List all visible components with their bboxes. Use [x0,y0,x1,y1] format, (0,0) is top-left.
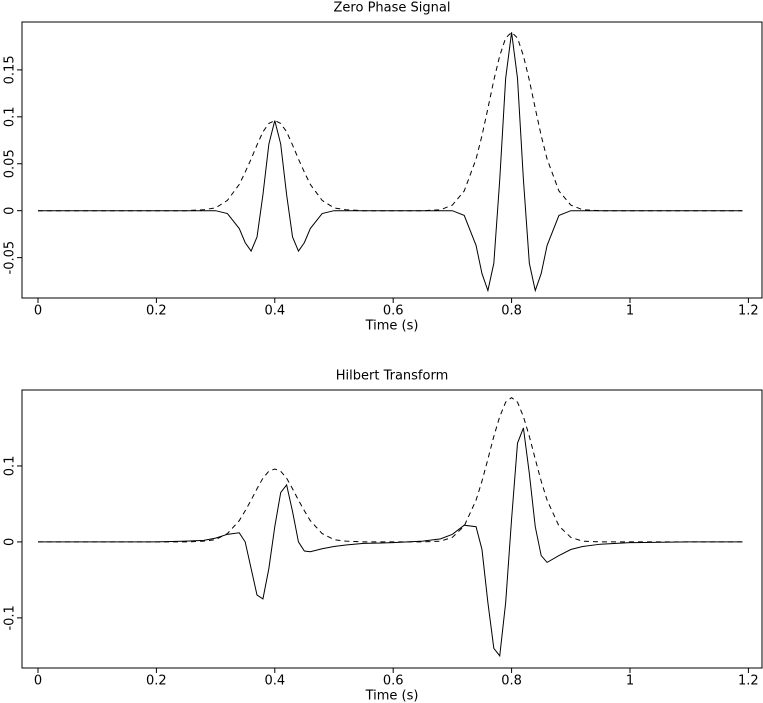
y-tick-label: -0.1 [3,605,18,630]
x-tick-label: 0.2 [146,674,167,689]
y-tick-label: 0.1 [3,106,18,127]
y-tick-label: 0 [3,207,18,215]
y-tick-label: -0.05 [3,241,18,275]
x-axis-label: Time (s) [365,689,419,703]
x-tick-label: 0.4 [264,674,285,689]
x-tick-label: 0.4 [264,304,285,319]
signal-line [37,427,743,658]
x-tick-label: 1.2 [738,674,759,689]
signal-line [37,396,743,543]
y-tick-label: 0.1 [3,456,18,477]
x-tick-label: 0.6 [383,304,404,319]
y-tick-label: 0.15 [3,55,18,84]
x-tick-label: 1 [626,304,634,319]
signal-line [37,31,743,212]
chart-title: Zero Phase Signal [334,1,451,16]
x-tick-label: 1.2 [738,304,759,319]
signal-line [37,32,743,293]
plot-frame [21,21,763,299]
x-tick-label: 0.6 [383,674,404,689]
chart-title: Hilbert Transform [336,369,449,384]
x-tick-label: 0.2 [146,304,167,319]
x-axis-label: Time (s) [365,319,419,334]
x-tick-label: 0 [34,304,42,319]
x-tick-label: 0.8 [501,674,522,689]
y-tick-label: 0 [3,538,18,546]
x-tick-label: 0 [34,674,42,689]
x-tick-label: 0.8 [501,304,522,319]
y-tick-label: 0.05 [3,149,18,178]
plot-frame [21,389,763,669]
x-tick-label: 1 [626,674,634,689]
